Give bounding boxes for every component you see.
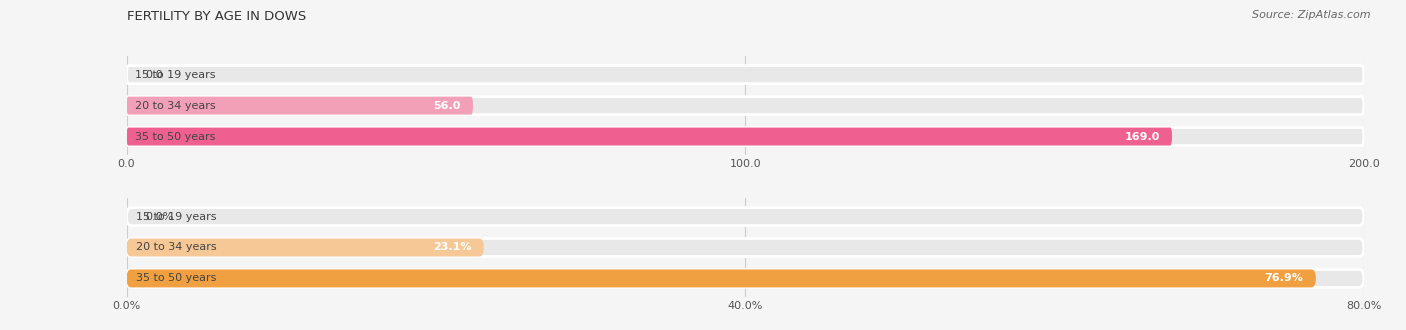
Text: Source: ZipAtlas.com: Source: ZipAtlas.com <box>1253 10 1371 20</box>
FancyBboxPatch shape <box>127 270 1316 287</box>
FancyBboxPatch shape <box>127 208 1364 225</box>
FancyBboxPatch shape <box>127 66 1364 83</box>
Text: 0.0%: 0.0% <box>145 212 173 221</box>
Text: 169.0: 169.0 <box>1125 132 1160 142</box>
FancyBboxPatch shape <box>127 270 1364 287</box>
FancyBboxPatch shape <box>127 239 484 256</box>
FancyBboxPatch shape <box>127 97 1364 115</box>
Text: 35 to 50 years: 35 to 50 years <box>135 132 215 142</box>
Text: 15 to 19 years: 15 to 19 years <box>136 212 217 221</box>
FancyBboxPatch shape <box>127 239 1364 256</box>
Text: 0.0: 0.0 <box>145 70 163 80</box>
Text: 76.9%: 76.9% <box>1264 274 1303 283</box>
Text: 56.0: 56.0 <box>433 101 461 111</box>
FancyBboxPatch shape <box>127 128 1364 146</box>
Text: 15 to 19 years: 15 to 19 years <box>135 70 215 80</box>
Text: 20 to 34 years: 20 to 34 years <box>135 101 215 111</box>
FancyBboxPatch shape <box>127 128 1173 146</box>
Text: 23.1%: 23.1% <box>433 243 471 252</box>
Text: 35 to 50 years: 35 to 50 years <box>136 274 217 283</box>
Text: 20 to 34 years: 20 to 34 years <box>136 243 217 252</box>
Text: FERTILITY BY AGE IN DOWS: FERTILITY BY AGE IN DOWS <box>127 10 305 23</box>
FancyBboxPatch shape <box>127 97 472 115</box>
